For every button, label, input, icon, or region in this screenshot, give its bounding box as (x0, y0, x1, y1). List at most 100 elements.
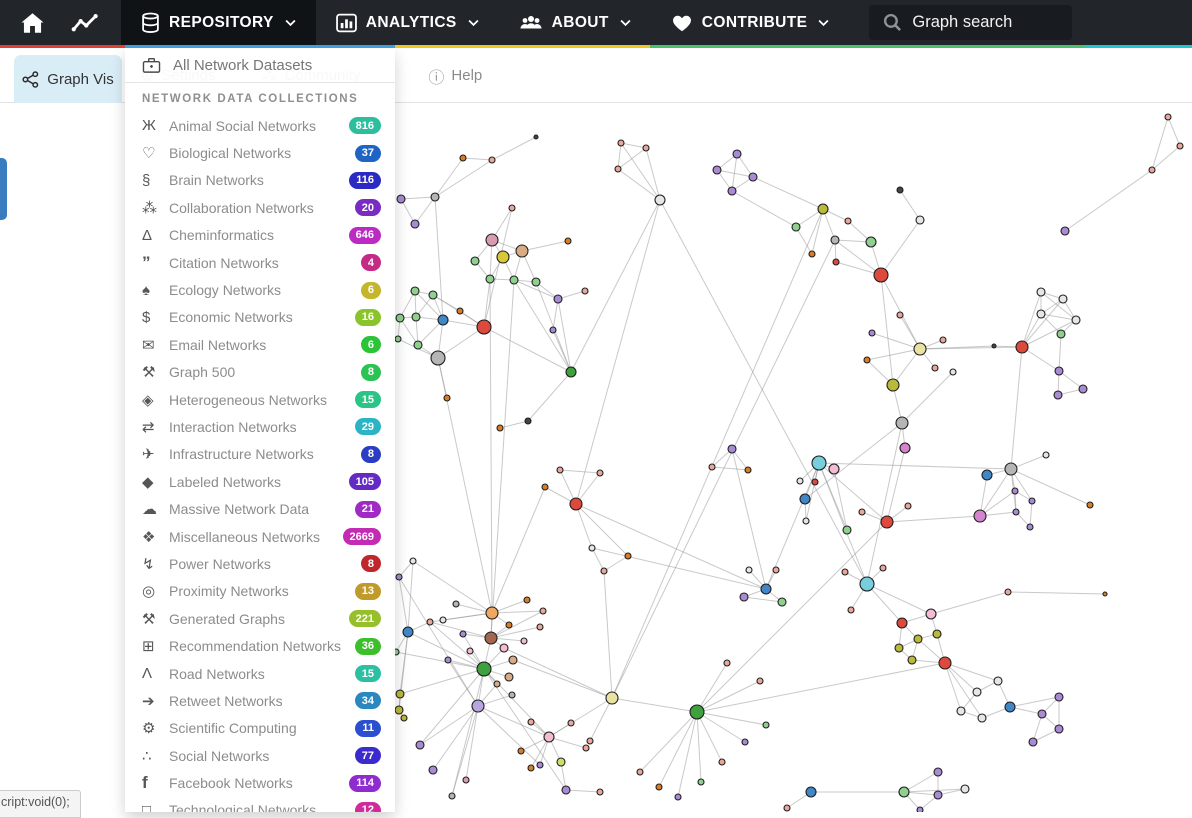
graph-node[interactable] (818, 204, 828, 214)
graph-node[interactable] (656, 784, 662, 790)
graph-node[interactable] (637, 769, 643, 775)
graph-node[interactable] (445, 657, 451, 663)
graph-node[interactable] (1005, 463, 1017, 475)
graph-node[interactable] (509, 692, 515, 698)
graph-node[interactable] (1054, 391, 1062, 399)
graph-node[interactable] (1005, 589, 1011, 595)
graph-node[interactable] (431, 351, 445, 365)
graph-node[interactable] (978, 714, 986, 722)
graph-node[interactable] (917, 807, 923, 812)
graph-node[interactable] (457, 308, 463, 314)
graph-node[interactable] (396, 314, 404, 322)
graph-node[interactable] (763, 722, 769, 728)
graph-node[interactable] (534, 135, 538, 139)
graph-node[interactable] (463, 777, 469, 783)
graph-node[interactable] (510, 276, 518, 284)
graph-node[interactable] (792, 223, 800, 231)
graph-node[interactable] (709, 464, 715, 470)
graph-node[interactable] (831, 236, 839, 244)
graph-node[interactable] (601, 568, 607, 574)
graph-node[interactable] (397, 195, 405, 203)
graph-node[interactable] (1038, 710, 1046, 718)
graph-node[interactable] (597, 789, 603, 795)
graph-node[interactable] (994, 677, 1002, 685)
graph-node[interactable] (486, 234, 498, 246)
graph-node[interactable] (869, 330, 875, 336)
graph-node[interactable] (528, 719, 534, 725)
graph-node[interactable] (812, 456, 826, 470)
graph-node[interactable] (460, 631, 466, 637)
graph-node[interactable] (724, 660, 730, 666)
graph-node[interactable] (467, 648, 473, 654)
graph-node[interactable] (537, 762, 543, 768)
graph-node[interactable] (618, 140, 624, 146)
graph-node[interactable] (1149, 167, 1155, 173)
graph-node[interactable] (453, 601, 459, 607)
graph-node[interactable] (1061, 227, 1069, 235)
graph-node[interactable] (1055, 693, 1063, 701)
graph-node[interactable] (950, 369, 956, 375)
graph-node[interactable] (532, 278, 540, 286)
graph-node[interactable] (1037, 310, 1045, 318)
graph-node[interactable] (440, 617, 446, 623)
graph-node[interactable] (860, 577, 874, 591)
graph-node[interactable] (982, 470, 992, 480)
tab-graph-vis[interactable]: Graph Vis (14, 55, 122, 103)
graph-node[interactable] (540, 608, 546, 614)
graph-node[interactable] (497, 425, 503, 431)
graph-node[interactable] (916, 216, 924, 224)
graph-node[interactable] (494, 681, 500, 687)
home-icon[interactable] (20, 12, 45, 34)
graph-node[interactable] (859, 509, 865, 515)
graph-node[interactable] (881, 516, 893, 528)
graph-node[interactable] (472, 700, 484, 712)
graph-node[interactable] (800, 494, 810, 504)
graph-node[interactable] (957, 707, 965, 715)
graph-node[interactable] (1005, 702, 1015, 712)
graph-node[interactable] (803, 518, 809, 524)
graph-node[interactable] (740, 593, 748, 601)
graph-node[interactable] (542, 484, 548, 490)
graph-node[interactable] (412, 313, 420, 321)
graph-node[interactable] (396, 574, 402, 580)
graph-node[interactable] (1087, 502, 1093, 508)
graph-node[interactable] (554, 295, 562, 303)
graph-node[interactable] (940, 337, 946, 343)
graph-node[interactable] (728, 187, 736, 195)
graph-node[interactable] (403, 627, 413, 637)
graph-node[interactable] (506, 622, 512, 628)
graph-node[interactable] (698, 779, 704, 785)
graph-node[interactable] (582, 288, 588, 294)
graph-node[interactable] (518, 748, 524, 754)
graph-node[interactable] (733, 150, 741, 158)
graph-node[interactable] (812, 479, 818, 485)
graph-node[interactable] (809, 251, 815, 257)
graph-node[interactable] (1055, 367, 1063, 375)
subnav-item-help[interactable]: ⓘ Help (428, 64, 482, 88)
graph-node[interactable] (833, 259, 839, 265)
graph-node[interactable] (500, 644, 508, 652)
graph-node[interactable] (895, 644, 903, 652)
graph-node[interactable] (887, 379, 899, 391)
graph-node[interactable] (874, 268, 888, 282)
graph-node[interactable] (411, 287, 419, 295)
graph-node[interactable] (934, 768, 942, 776)
graph-node[interactable] (625, 553, 631, 559)
graph-node[interactable] (690, 705, 704, 719)
graph-node[interactable] (477, 662, 491, 676)
menu-item-all-datasets[interactable]: All Network Datasets (125, 48, 395, 80)
graph-node[interactable] (570, 498, 582, 510)
graph-node[interactable] (477, 320, 491, 334)
graph-node[interactable] (471, 257, 479, 265)
